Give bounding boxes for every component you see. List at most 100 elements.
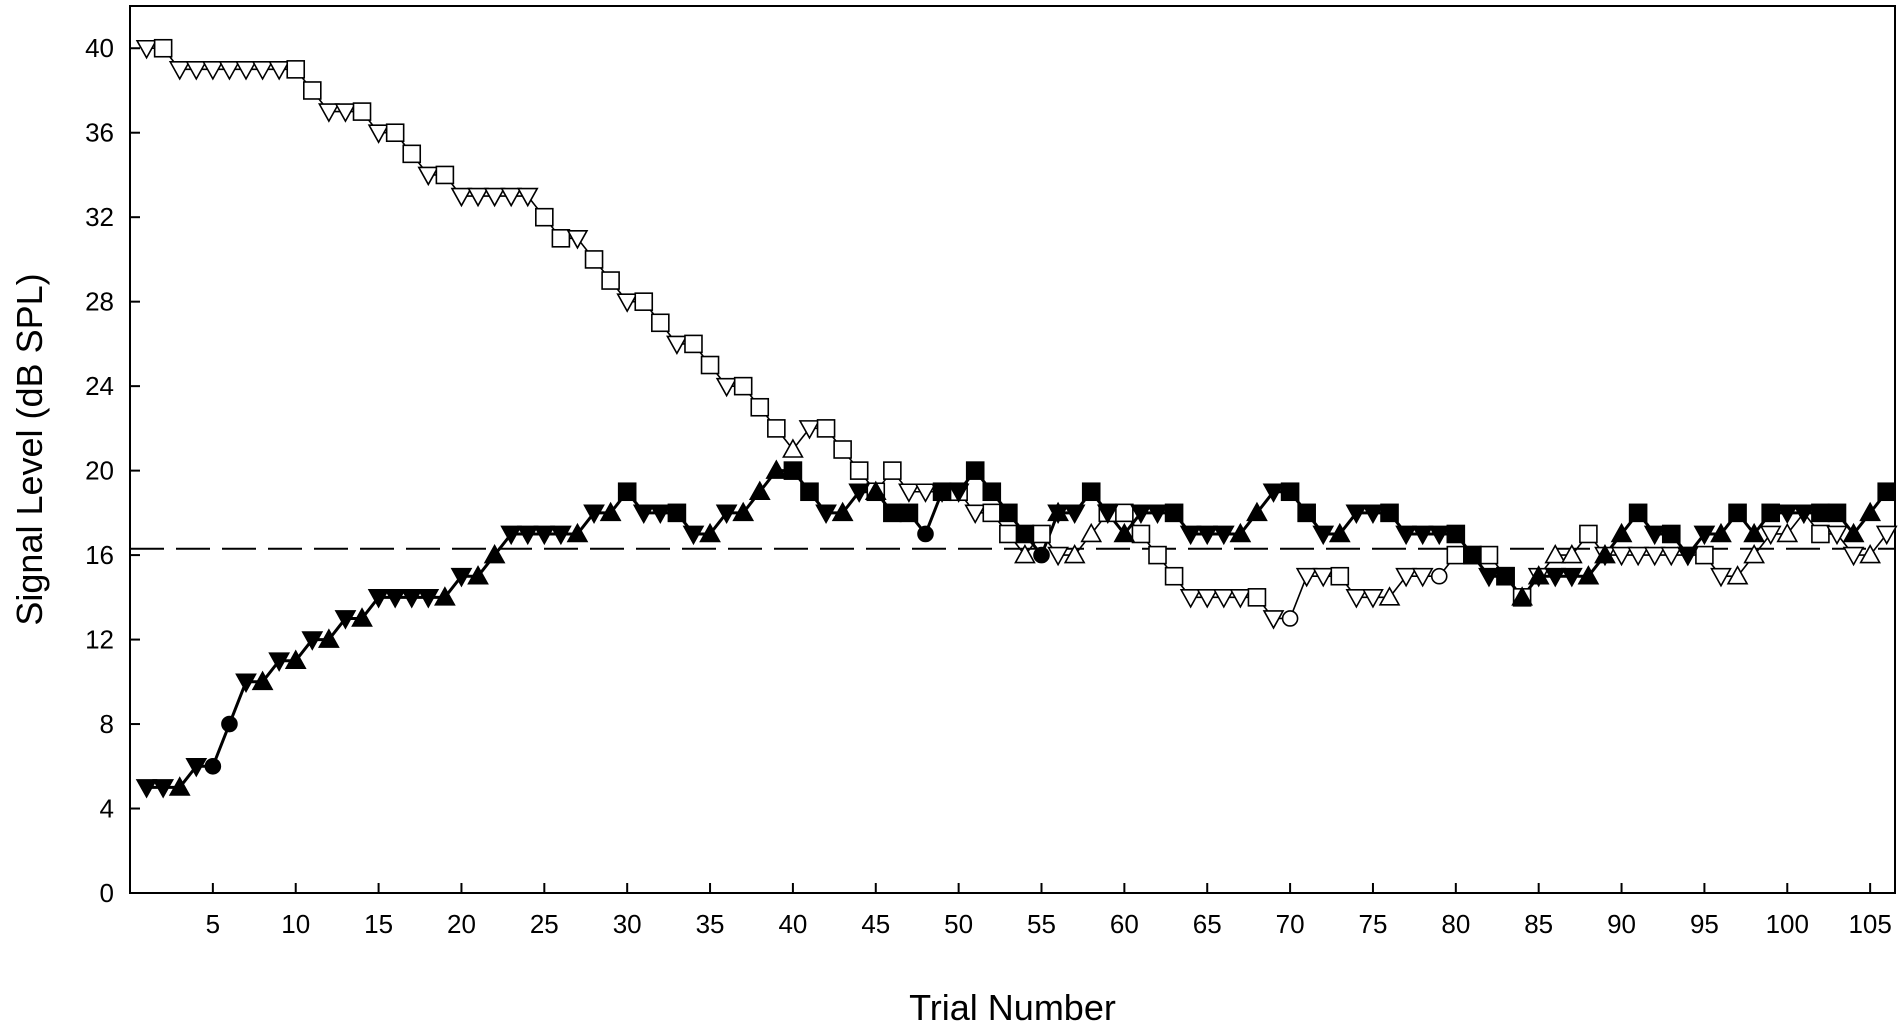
triangle-down-marker — [516, 525, 539, 546]
y-tick-label: 24 — [85, 371, 114, 401]
circle-marker — [221, 715, 238, 733]
triangle-down-marker — [914, 483, 937, 503]
triangle-up-marker — [1246, 501, 1268, 522]
square-marker — [1330, 566, 1350, 586]
triangle-up-marker — [732, 501, 755, 522]
triangle-down-marker — [1776, 504, 1799, 524]
triangle-up-marker — [1743, 543, 1765, 564]
x-tick-label: 45 — [861, 909, 890, 939]
square-marker — [982, 482, 1002, 502]
y-tick-label: 4 — [100, 794, 114, 824]
square-marker — [1811, 503, 1830, 523]
plot-frame — [129, 5, 1896, 894]
triangle-down-marker — [616, 293, 639, 313]
triangle-down-marker — [1792, 504, 1815, 524]
square-marker — [1446, 524, 1466, 544]
x-tick-label: 35 — [696, 909, 725, 939]
triangle-down-marker — [152, 779, 175, 799]
triangle-down-marker — [1212, 589, 1235, 609]
y-tick-label: 8 — [100, 709, 114, 739]
square-marker — [883, 503, 902, 523]
triangle-up-marker — [831, 501, 854, 522]
triangle-down-marker — [367, 124, 390, 144]
triangle-down-marker — [550, 525, 572, 546]
square-marker — [1148, 545, 1167, 565]
square-marker — [435, 165, 455, 185]
triangle-down-marker — [467, 187, 489, 208]
circle-marker — [1281, 610, 1299, 627]
triangle-down-marker — [417, 589, 440, 609]
triangle-up-marker — [1080, 522, 1103, 543]
triangle-up-marker — [1859, 543, 1882, 564]
triangle-down-marker — [1345, 589, 1368, 609]
square-marker — [286, 60, 306, 79]
triangle-down-marker — [1312, 567, 1335, 588]
triangle-down-marker — [1627, 546, 1649, 567]
square-marker — [1827, 503, 1847, 523]
triangle-down-marker — [1312, 525, 1335, 546]
square-marker — [1032, 524, 1051, 544]
triangle-down-marker — [848, 483, 871, 503]
x-tick-label: 40 — [778, 909, 807, 939]
square-marker — [1164, 503, 1184, 523]
x-tick-label: 20 — [447, 909, 476, 939]
triangle-down-marker — [1710, 567, 1732, 588]
triangle-up-marker — [168, 776, 191, 796]
triangle-down-marker — [815, 504, 837, 524]
square-marker — [1728, 503, 1747, 523]
square-marker — [153, 38, 173, 58]
triangle-down-marker — [268, 652, 291, 672]
triangle-down-marker — [185, 757, 208, 778]
square-marker — [1164, 566, 1184, 586]
square-marker — [783, 461, 803, 480]
square-marker — [1446, 545, 1466, 565]
triangle-down-marker — [947, 483, 970, 503]
triangle-down-marker — [1345, 504, 1368, 524]
triangle-up-marker — [1577, 565, 1600, 585]
triangle-down-marker — [235, 61, 257, 81]
square-marker — [999, 524, 1018, 544]
square-marker — [1115, 503, 1134, 523]
triangle-down-marker — [1130, 504, 1152, 524]
triangle-up-marker — [351, 607, 373, 627]
y-tick-label: 20 — [85, 456, 114, 486]
x-tick-label: 80 — [1441, 909, 1470, 939]
square-marker — [1463, 545, 1482, 565]
triangle-down-marker — [301, 631, 324, 651]
square-marker — [601, 271, 620, 290]
triangle-down-marker — [450, 187, 473, 208]
x-tick-label: 70 — [1276, 909, 1305, 939]
triangle-down-marker — [649, 504, 672, 524]
triangle-down-marker — [202, 61, 224, 81]
triangle-down-marker — [1063, 504, 1086, 524]
triangle-down-marker — [666, 335, 688, 356]
triangle-down-marker — [1096, 504, 1119, 524]
square-marker — [849, 461, 869, 480]
square-marker — [651, 313, 670, 333]
triangle-down-marker — [1047, 504, 1069, 524]
triangle-up-marker — [1229, 522, 1252, 543]
triangle-up-marker — [699, 522, 721, 543]
filled-series-line — [146, 469, 1888, 789]
square-marker — [1579, 524, 1598, 544]
triangle-down-marker — [1875, 525, 1898, 546]
triangle-down-marker — [1362, 589, 1384, 609]
triangle-down-marker — [334, 610, 357, 630]
square-marker — [965, 461, 985, 480]
square-marker — [833, 440, 852, 459]
triangle-up-marker — [748, 480, 771, 501]
triangle-down-marker — [1544, 567, 1567, 588]
triangle-down-marker — [715, 504, 738, 524]
square-marker — [1877, 482, 1897, 502]
triangle-down-marker — [1262, 610, 1285, 630]
y-tick-label: 28 — [85, 287, 114, 317]
triangle-up-marker — [1776, 522, 1799, 543]
triangle-down-marker — [1693, 525, 1716, 546]
triangle-down-marker — [715, 377, 738, 398]
x-axis-label: Trial Number — [909, 987, 1116, 1027]
square-marker — [1297, 503, 1316, 523]
triangle-down-marker — [1826, 525, 1848, 546]
square-marker — [684, 334, 703, 354]
square-marker — [303, 81, 322, 100]
